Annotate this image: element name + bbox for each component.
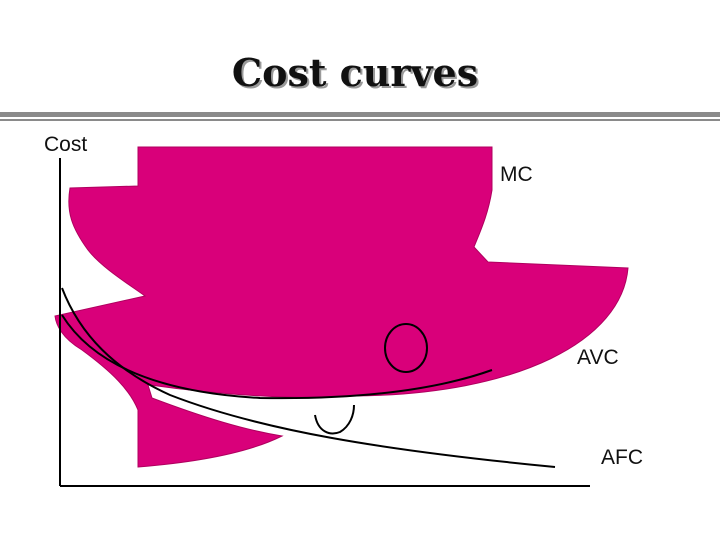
- slide-title: Cost curves: [231, 50, 479, 95]
- avc-label: AVC: [577, 346, 619, 369]
- title-divider-thin: [0, 119, 720, 121]
- magenta-shape: [54, 146, 629, 468]
- title-divider-thick: [0, 112, 720, 117]
- afc-label: AFC: [601, 446, 643, 469]
- mc-crossing-marker: [314, 404, 355, 435]
- mc-label: MC: [500, 163, 533, 186]
- avc-curve: [61, 314, 493, 400]
- avc-min-marker: [384, 323, 428, 373]
- afc-curve: [61, 287, 556, 468]
- y-axis-label: Cost: [44, 133, 88, 156]
